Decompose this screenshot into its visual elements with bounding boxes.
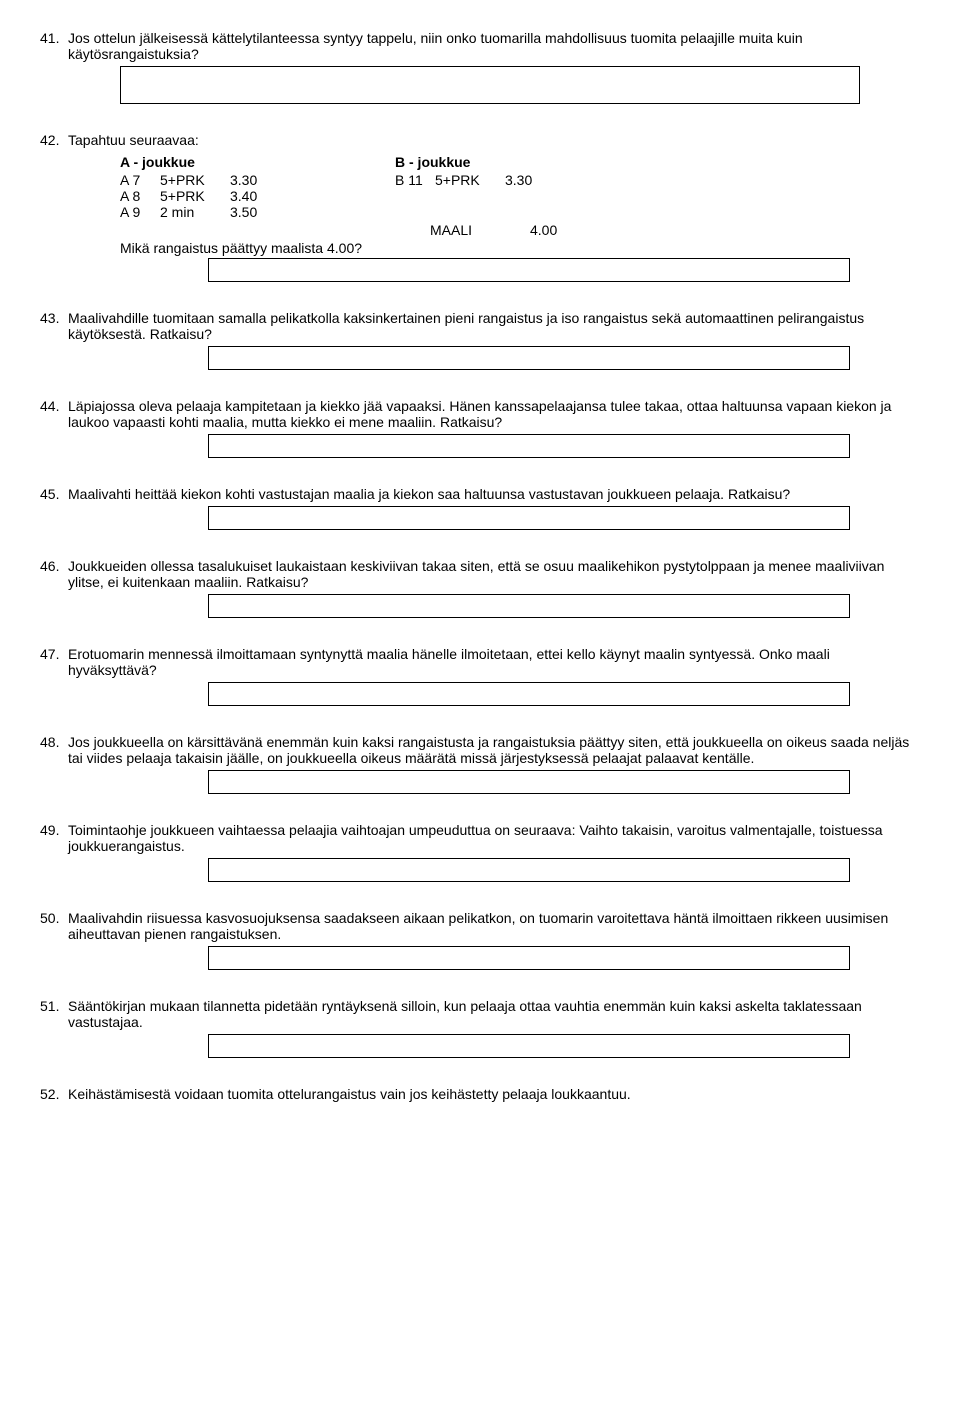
question-body: Läpiajossa oleva pelaaja kampitetaan ja … [68,398,920,430]
penalty-row: A 7 5+PRK 3.30 [120,172,275,188]
question-text-row: 49. Toimintaohje joukkueen vaihtaessa pe… [40,822,920,854]
question-45: 45. Maalivahti heittää kiekon kohti vast… [40,486,920,530]
question-number: 45. [40,486,68,502]
question-text-row: 48. Jos joukkueella on kärsittävänä enem… [40,734,920,766]
goal-time: 4.00 [530,222,557,238]
question-text-row: 50. Maalivahdin riisuessa kasvosuojuksen… [40,910,920,942]
penalty-cell: 2 min [160,204,230,220]
penalty-row: B 11 5+PRK 3.30 [395,172,550,188]
question-number: 46. [40,558,68,574]
question-body: Maalivahdille tuomitaan samalla pelikatk… [68,310,920,342]
answer-input-47[interactable] [208,682,850,706]
question-51: 51. Sääntökirjan mukaan tilannetta pidet… [40,998,920,1058]
answer-input-41[interactable] [120,66,860,104]
penalty-row: A 8 5+PRK 3.40 [120,188,275,204]
answer-input-51[interactable] [208,1034,850,1058]
penalty-cell: 5+PRK [435,172,505,188]
question-43: 43. Maalivahdille tuomitaan samalla peli… [40,310,920,370]
player-cell: A 9 [120,204,160,220]
time-cell: 3.30 [230,172,275,188]
team-a-header: A - joukkue [120,154,275,170]
question-41: 41. Jos ottelun jälkeisessä kättelytilan… [40,30,920,104]
player-cell: A 8 [120,188,160,204]
question-number: 48. [40,734,68,750]
question-body: Erotuomarin mennessä ilmoittamaan syntyn… [68,646,920,678]
question-text-row: 43. Maalivahdille tuomitaan samalla peli… [40,310,920,342]
question-49: 49. Toimintaohje joukkueen vaihtaessa pe… [40,822,920,882]
question-text-row: 46. Joukkueiden ollessa tasalukuiset lau… [40,558,920,590]
penalty-table: A - joukkue A 7 5+PRK 3.30 A 8 5+PRK 3.4… [120,154,920,220]
question-body: Jos ottelun jälkeisessä kättelytilantees… [68,30,920,62]
question-47: 47. Erotuomarin mennessä ilmoittamaan sy… [40,646,920,706]
question-body: Joukkueiden ollessa tasalukuiset laukais… [68,558,920,590]
question-body: Maalivahdin riisuessa kasvosuojuksensa s… [68,910,920,942]
question-number: 44. [40,398,68,414]
team-b-header: B - joukkue [395,154,550,170]
question-text-row: 44. Läpiajossa oleva pelaaja kampitetaan… [40,398,920,430]
question-42: 42. Tapahtuu seuraavaa: A - joukkue A 7 … [40,132,920,282]
answer-input-49[interactable] [208,858,850,882]
question-text-row: 42. Tapahtuu seuraavaa: [40,132,920,148]
question-number: 47. [40,646,68,662]
question-52: 52. Keihästämisestä voidaan tuomita otte… [40,1086,920,1102]
answer-input-50[interactable] [208,946,850,970]
question-number: 42. [40,132,68,148]
question-number: 41. [40,30,68,46]
question-46: 46. Joukkueiden ollessa tasalukuiset lau… [40,558,920,618]
answer-input-44[interactable] [208,434,850,458]
question-body: Sääntökirjan mukaan tilannetta pidetään … [68,998,920,1030]
question-48: 48. Jos joukkueella on kärsittävänä enem… [40,734,920,794]
goal-row: MAALI 4.00 [120,222,920,238]
question-number: 50. [40,910,68,926]
question-body: Keihästämisestä voidaan tuomita ottelura… [68,1086,920,1102]
answer-input-45[interactable] [208,506,850,530]
goal-label: MAALI [430,222,530,238]
question-number: 52. [40,1086,68,1102]
question-50: 50. Maalivahdin riisuessa kasvosuojuksen… [40,910,920,970]
question-text-row: 47. Erotuomarin mennessä ilmoittamaan sy… [40,646,920,678]
answer-input-43[interactable] [208,346,850,370]
question-number: 43. [40,310,68,326]
penalty-cell: 5+PRK [160,172,230,188]
question-body: Maalivahti heittää kiekon kohti vastusta… [68,486,920,502]
player-cell: A 7 [120,172,160,188]
question-number: 51. [40,998,68,1014]
question-body: Jos joukkueella on kärsittävänä enemmän … [68,734,920,766]
question-42-footer: Mikä rangaistus päättyy maalista 4.00? [120,240,920,256]
question-text-row: 51. Sääntökirjan mukaan tilannetta pidet… [40,998,920,1030]
question-number: 49. [40,822,68,838]
question-text-row: 45. Maalivahti heittää kiekon kohti vast… [40,486,920,502]
spacer [120,222,430,238]
penalty-cell: 5+PRK [160,188,230,204]
answer-input-48[interactable] [208,770,850,794]
time-cell: 3.40 [230,188,275,204]
answer-input-42[interactable] [208,258,850,282]
penalty-row: A 9 2 min 3.50 [120,204,275,220]
time-cell: 3.30 [505,172,550,188]
time-cell: 3.50 [230,204,275,220]
team-a-column: A - joukkue A 7 5+PRK 3.30 A 8 5+PRK 3.4… [120,154,275,220]
answer-input-46[interactable] [208,594,850,618]
question-44: 44. Läpiajossa oleva pelaaja kampitetaan… [40,398,920,458]
team-b-column: B - joukkue B 11 5+PRK 3.30 [395,154,550,220]
question-body: Tapahtuu seuraavaa: [68,132,920,148]
question-body: Toimintaohje joukkueen vaihtaessa pelaaj… [68,822,920,854]
question-text-row: 52. Keihästämisestä voidaan tuomita otte… [40,1086,920,1102]
question-text-row: 41. Jos ottelun jälkeisessä kättelytilan… [40,30,920,62]
player-cell: B 11 [395,172,435,188]
